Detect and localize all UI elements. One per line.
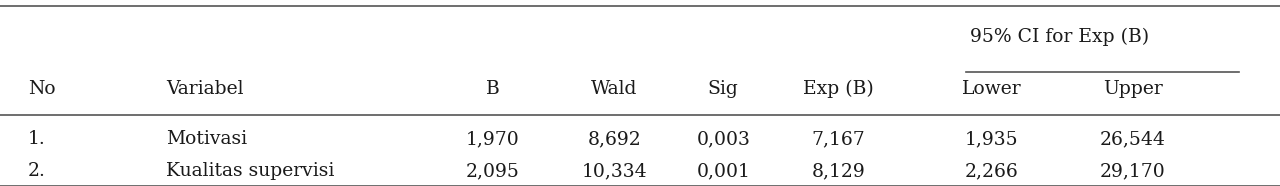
Text: 1.: 1. (28, 131, 46, 148)
Text: Wald: Wald (591, 80, 637, 98)
Text: 95% CI for Exp (B): 95% CI for Exp (B) (970, 28, 1149, 46)
Text: Motivasi: Motivasi (166, 131, 247, 148)
Text: Kualitas supervisi: Kualitas supervisi (166, 162, 335, 180)
Text: Exp (B): Exp (B) (803, 80, 874, 98)
Text: 8,692: 8,692 (588, 131, 641, 148)
Text: 7,167: 7,167 (812, 131, 865, 148)
Text: Sig: Sig (708, 80, 739, 98)
Text: Upper: Upper (1103, 80, 1162, 98)
Text: Lower: Lower (963, 80, 1021, 98)
Text: 0,001: 0,001 (696, 162, 750, 180)
Text: 8,129: 8,129 (812, 162, 865, 180)
Text: 1,935: 1,935 (965, 131, 1019, 148)
Text: 29,170: 29,170 (1100, 162, 1166, 180)
Text: 10,334: 10,334 (581, 162, 648, 180)
Text: 26,544: 26,544 (1100, 131, 1166, 148)
Text: No: No (28, 80, 56, 98)
Text: B: B (486, 80, 499, 98)
Text: 2,095: 2,095 (466, 162, 520, 180)
Text: 2,266: 2,266 (965, 162, 1019, 180)
Text: 1,970: 1,970 (466, 131, 520, 148)
Text: Variabel: Variabel (166, 80, 244, 98)
Text: 0,003: 0,003 (696, 131, 750, 148)
Text: 2.: 2. (28, 162, 46, 180)
